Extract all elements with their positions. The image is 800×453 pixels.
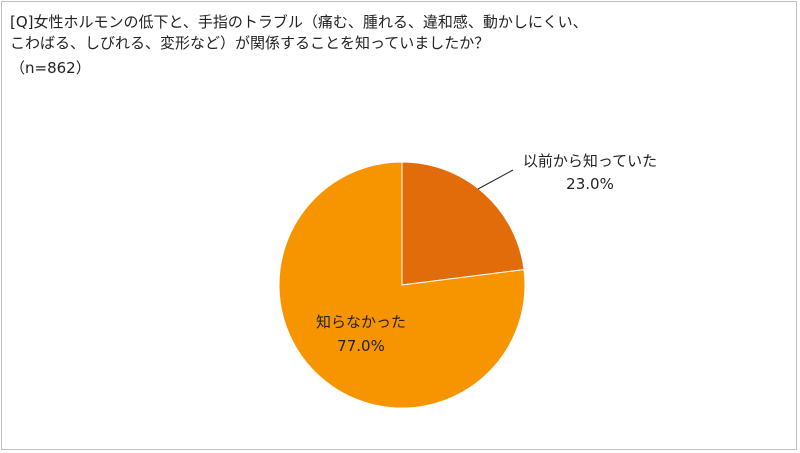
slice-label-0: 以前から知っていた — [523, 152, 657, 170]
chart-title: [Q]女性ホルモンの低下と、手指のトラブル（痛む、腫れる、違和感、動かしにくい、… — [10, 13, 588, 52]
chart-subtitle: （n=862） — [10, 59, 91, 77]
pie-slice-1 — [278, 161, 526, 409]
slice-label-1: 知らなかった — [316, 313, 406, 331]
slice-value-label-1: 77.0% — [337, 337, 385, 355]
slice-value-label-0: 23.0% — [566, 175, 614, 193]
pie-slice-0 — [401, 161, 525, 286]
leader-line-slice-0 — [477, 169, 514, 190]
pie-slices — [278, 161, 526, 409]
